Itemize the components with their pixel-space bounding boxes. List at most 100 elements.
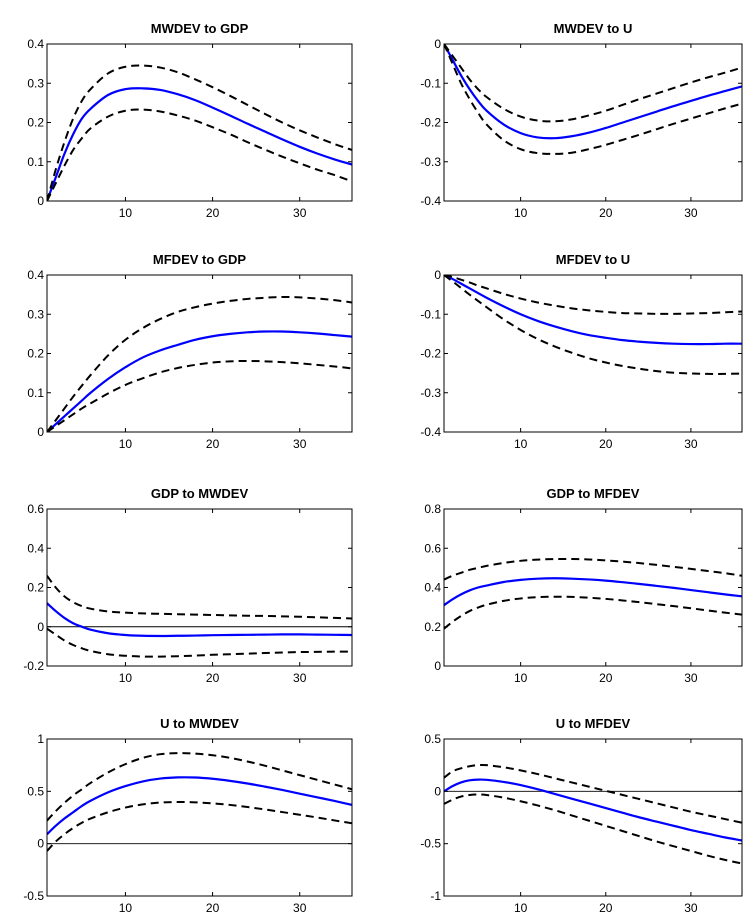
response-line (444, 44, 742, 140)
y-tick-label: 0.1 (27, 386, 44, 400)
chart-panel: GDP to MFDEV 0 0.2 0.4 0.6 0.8 10 20 30 (424, 486, 743, 685)
y-tick-label: 0.8 (424, 502, 441, 516)
y-tick-label: 0.2 (27, 581, 44, 595)
x-tick-label: 20 (206, 901, 220, 915)
x-tick-label: 10 (514, 671, 528, 685)
y-tick-label: 0 (434, 784, 441, 798)
response-line (47, 330, 352, 432)
plot-frame (46, 508, 353, 667)
y-tick-label: -0.4 (420, 194, 441, 208)
band-line (444, 793, 742, 865)
y-tick-label: 0.4 (27, 37, 44, 51)
x-tick-label: 30 (684, 901, 698, 915)
band-line (444, 557, 742, 581)
y-tick-label: 0.3 (27, 76, 44, 90)
x-tick-label: 20 (206, 671, 220, 685)
band-line (444, 763, 742, 824)
response-line (444, 275, 742, 346)
y-tick-label: 0.5 (27, 784, 44, 798)
response-line (47, 87, 352, 201)
response-line (444, 577, 742, 607)
y-tick-label: 0.5 (424, 732, 441, 746)
y-tick-label: -0.3 (420, 386, 441, 400)
chart-title: MWDEV to U (554, 21, 633, 36)
x-tick-label: 30 (293, 437, 307, 451)
y-tick-label: -0.2 (420, 116, 441, 130)
x-tick-label: 20 (599, 437, 613, 451)
x-tick-label: 10 (119, 671, 133, 685)
chart-panel: MWDEV to GDP 0 0.1 0.2 0.3 0.4 10 20 30 (27, 21, 353, 220)
x-tick-label: 10 (119, 437, 133, 451)
y-tick-label: 0.6 (424, 541, 441, 555)
y-tick-label: -0.5 (23, 889, 44, 903)
band-line (47, 295, 352, 432)
chart-title: MFDEV to U (556, 252, 630, 267)
y-tick-label: 0 (37, 194, 44, 208)
plot-frame (443, 43, 743, 202)
chart-panel: MFDEV to U -0.4 -0.3 -0.2 -0.1 0 10 20 30 (420, 252, 743, 451)
y-tick-label: -1 (430, 889, 441, 903)
chart-title: MFDEV to GDP (153, 252, 246, 267)
band-line (47, 627, 352, 658)
band-line (444, 44, 742, 123)
y-tick-label: 0.4 (27, 268, 44, 282)
y-tick-label: 0.2 (424, 620, 441, 634)
plot-frame (443, 738, 743, 897)
x-tick-label: 20 (599, 901, 613, 915)
chart-panel: U to MFDEV -1 -0.5 0 0.5 10 20 30 (420, 716, 743, 915)
chart-panel: MFDEV to GDP 0 0.1 0.2 0.3 0.4 10 20 30 (27, 252, 353, 451)
x-tick-label: 30 (293, 206, 307, 220)
y-tick-label: 0 (37, 620, 44, 634)
y-tick-label: 0 (37, 425, 44, 439)
band-line (47, 64, 352, 201)
x-tick-label: 30 (684, 671, 698, 685)
y-tick-label: 0.4 (27, 541, 44, 555)
y-tick-label: 0 (37, 837, 44, 851)
x-tick-label: 10 (514, 437, 528, 451)
chart-panel: MWDEV to U -0.4 -0.3 -0.2 -0.1 0 10 20 30 (420, 21, 743, 220)
y-tick-label: -0.1 (420, 307, 441, 321)
band-line (47, 359, 352, 432)
x-tick-label: 10 (119, 206, 133, 220)
band-line (47, 575, 352, 620)
y-tick-label: -0.1 (420, 76, 441, 90)
chart-title: U to MFDEV (556, 716, 631, 731)
chart-title: U to MWDEV (160, 716, 239, 731)
chart-panel: GDP to MWDEV -0.2 0 0.2 0.4 0.6 10 20 30 (23, 486, 353, 685)
y-tick-label: -0.2 (420, 347, 441, 361)
chart-title: GDP to MFDEV (547, 486, 640, 501)
chart-panel: U to MWDEV -0.5 0 0.5 1 10 20 30 (23, 716, 353, 915)
chart-title: MWDEV to GDP (151, 21, 249, 36)
y-tick-label: 0.2 (27, 347, 44, 361)
y-tick-label: 0 (434, 659, 441, 673)
y-tick-label: 0.4 (424, 581, 441, 595)
x-tick-label: 30 (684, 206, 698, 220)
chart-title: GDP to MWDEV (151, 486, 249, 501)
plot-frame (46, 274, 353, 433)
y-tick-label: 0 (434, 268, 441, 282)
response-line (47, 602, 352, 638)
x-tick-label: 10 (514, 901, 528, 915)
x-tick-label: 20 (206, 437, 220, 451)
x-tick-label: 30 (293, 671, 307, 685)
x-tick-label: 10 (514, 206, 528, 220)
band-line (444, 595, 742, 630)
response-line (47, 776, 352, 836)
x-tick-label: 20 (599, 206, 613, 220)
band-line (47, 752, 352, 822)
y-tick-label: 0.2 (27, 116, 44, 130)
band-line (444, 44, 742, 155)
y-tick-label: -0.4 (420, 425, 441, 439)
x-tick-label: 20 (206, 206, 220, 220)
y-tick-label: -0.3 (420, 155, 441, 169)
x-tick-label: 30 (293, 901, 307, 915)
y-tick-label: 0.3 (27, 307, 44, 321)
x-tick-label: 10 (119, 901, 133, 915)
y-tick-label: -0.5 (420, 837, 441, 851)
y-tick-label: 0 (434, 37, 441, 51)
y-tick-label: 0.1 (27, 155, 44, 169)
x-tick-label: 30 (684, 437, 698, 451)
y-tick-label: 0.6 (27, 502, 44, 516)
band-line (444, 275, 742, 375)
